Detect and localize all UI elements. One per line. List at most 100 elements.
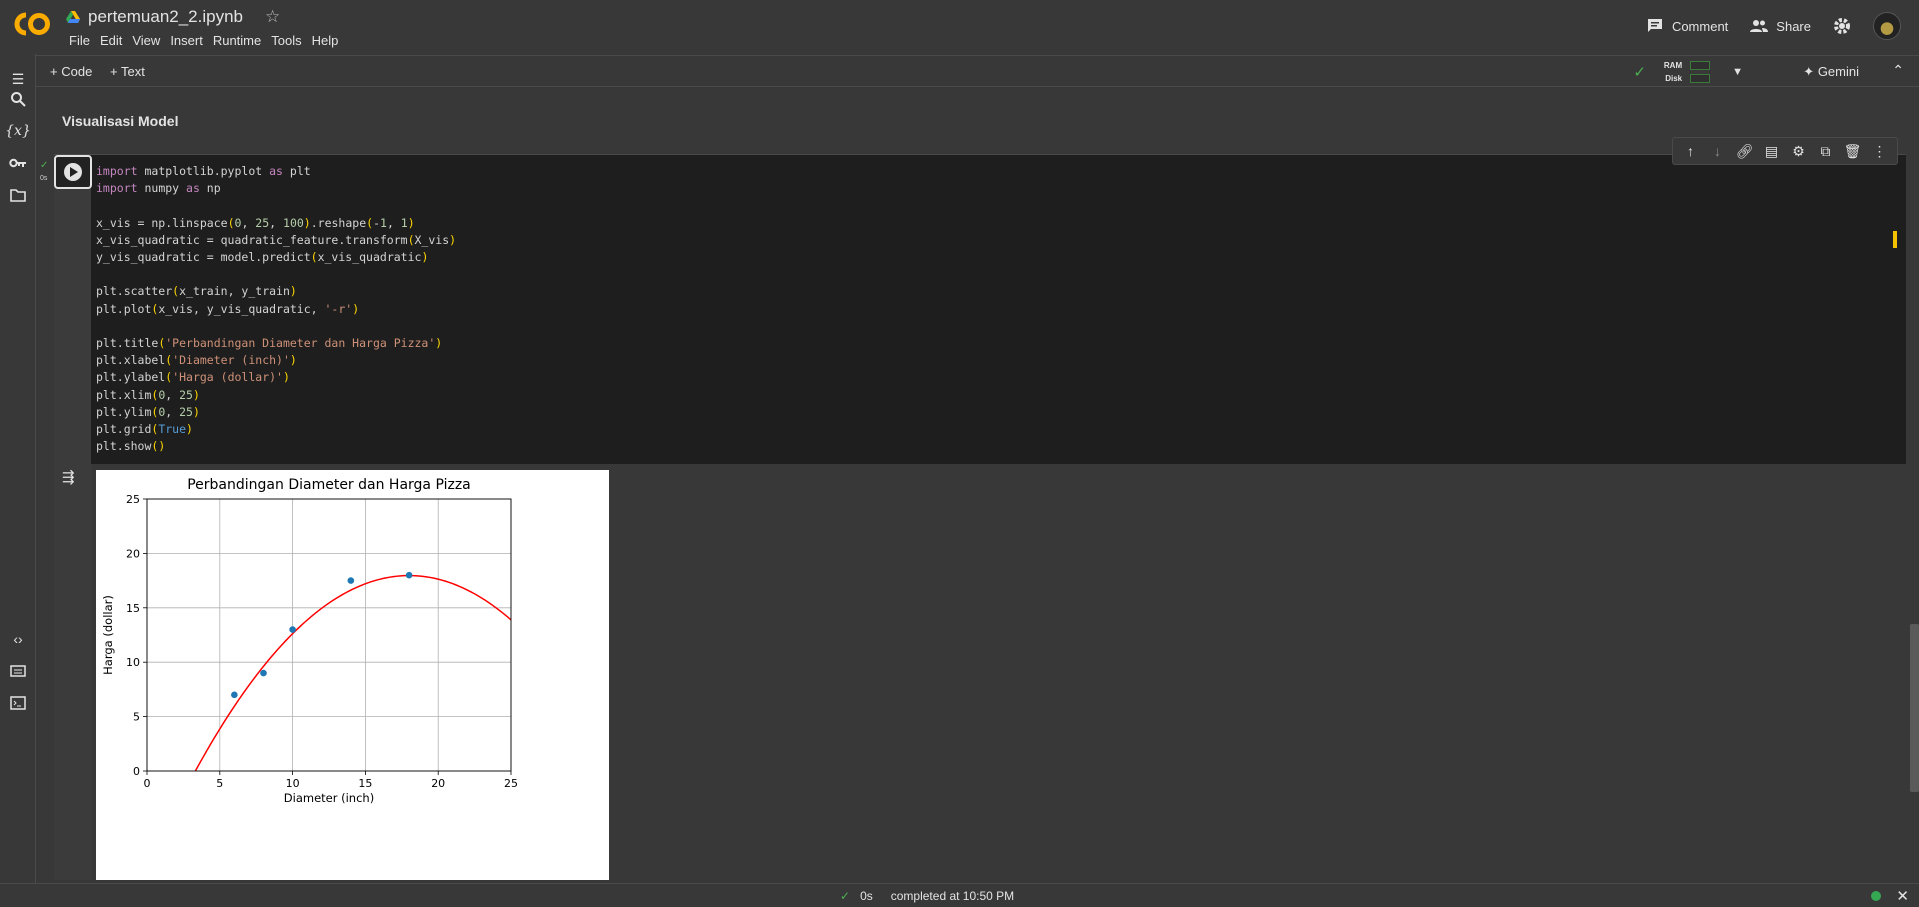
mirror-cell-icon[interactable]: ⧉ xyxy=(1820,142,1831,159)
comment-button[interactable]: Comment xyxy=(1646,17,1728,35)
execution-success-icon: ✓ xyxy=(40,160,49,171)
share-label: Share xyxy=(1776,18,1811,34)
y-tick-label: 20 xyxy=(126,547,140,560)
resource-bars xyxy=(1690,61,1711,83)
colab-logo[interactable] xyxy=(12,10,52,38)
header-actions: Comment Share xyxy=(1646,12,1901,40)
move-up-icon[interactable]: ↑ xyxy=(1687,143,1694,159)
resources-indicator[interactable]: ✓ RAM Disk ▼ xyxy=(1633,59,1743,85)
y-axis-label: Harga (dollar) xyxy=(101,595,115,675)
share-button[interactable]: Share xyxy=(1750,17,1811,35)
code-line: plt.plot(x_vis, y_vis_quadratic, '-r') xyxy=(96,301,360,316)
code-line xyxy=(96,318,456,335)
vertical-scrollbar[interactable] xyxy=(1910,624,1919,792)
disk-bar xyxy=(1690,74,1711,83)
run-cell-button[interactable] xyxy=(54,155,92,189)
move-down-icon[interactable]: ↓ xyxy=(1714,143,1721,159)
code-line: plt.ylim(0, 25) xyxy=(96,404,200,419)
code-line xyxy=(96,197,456,214)
cell-gutter xyxy=(54,155,91,465)
gear-icon[interactable] xyxy=(1833,17,1851,35)
menu-bar: File Edit View Insert Runtime Tools Help xyxy=(64,33,343,48)
execution-status[interactable]: ✓ 0s completed at 10:50 PM xyxy=(840,889,1014,903)
x-tick-label: 10 xyxy=(286,777,300,790)
title-row: pertemuan2_2.ipynb ☆ xyxy=(66,6,280,28)
y-tick-label: 15 xyxy=(126,602,140,615)
x-tick-label: 15 xyxy=(358,777,372,790)
scatter-point xyxy=(289,626,296,633)
code-line xyxy=(96,266,456,283)
regression-curve xyxy=(194,574,511,771)
menu-file[interactable]: File xyxy=(69,33,90,48)
scatter-point xyxy=(260,669,267,677)
code-line: plt.xlabel('Diameter (inch)') xyxy=(96,353,297,368)
comment-cell-icon[interactable]: ▤ xyxy=(1764,142,1779,159)
drive-icon xyxy=(66,10,80,23)
left-rail: ☰ {x} ‹› xyxy=(0,54,36,883)
delete-icon[interactable]: 🗑︎ xyxy=(1843,142,1862,159)
notebook-title[interactable]: pertemuan2_2.ipynb xyxy=(88,7,244,26)
variables-icon[interactable]: {x} xyxy=(5,123,31,139)
command-palette-icon[interactable] xyxy=(7,660,29,682)
connected-check-icon: ✓ xyxy=(1633,64,1646,81)
code-snippets-icon[interactable]: ‹› xyxy=(13,631,23,647)
table-of-contents-icon[interactable]: ☰ xyxy=(11,70,25,87)
gemini-button[interactable]: ✦ Gemini xyxy=(1803,64,1859,79)
menu-help[interactable]: Help xyxy=(311,33,339,48)
add-code-button[interactable]: + Code xyxy=(50,64,93,79)
x-axis-label: Diameter (inch) xyxy=(284,791,374,805)
status-duration: 0s xyxy=(860,889,873,903)
notebook-toolbar: + Code + Text ✓ RAM Disk ▼ ✦ Gemini ⌃ xyxy=(36,55,1919,87)
menu-tools[interactable]: Tools xyxy=(271,33,302,48)
chevron-down-icon[interactable]: ▼ xyxy=(1732,66,1743,78)
search-icon[interactable] xyxy=(7,88,29,110)
y-tick-label: 0 xyxy=(133,765,140,778)
chart-svg: 0 5 10 15 20 25 0 5 10 15 20 25 Perbandingan Diamete… xyxy=(101,477,518,805)
folder-icon[interactable] xyxy=(7,184,29,206)
status-check-icon: ✓ xyxy=(840,889,851,903)
code-line: y_vis_quadratic = model.predict(x_vis_qu… xyxy=(96,250,429,265)
execution-time: 0s xyxy=(40,175,48,182)
warning-marker xyxy=(1893,231,1897,248)
scatter-point xyxy=(347,577,355,584)
gemini-label: Gemini xyxy=(1817,64,1859,79)
code-line: plt.ylabel('Harga (dollar)') xyxy=(96,370,290,385)
more-options-icon[interactable]: ⋮ xyxy=(1872,142,1887,159)
cell-settings-icon[interactable]: ⚙︎ xyxy=(1792,142,1805,159)
menu-view[interactable]: View xyxy=(132,33,161,48)
output-actions-icon[interactable]: ⇶ xyxy=(62,469,75,486)
play-icon xyxy=(64,163,82,181)
scatter-point xyxy=(405,571,413,579)
key-icon[interactable] xyxy=(7,152,29,174)
section-heading: Visualisasi Model xyxy=(62,113,179,129)
terminal-icon[interactable] xyxy=(7,692,29,714)
code-line: plt.title('Perbandingan Diameter dan Har… xyxy=(96,336,443,351)
plot-frame xyxy=(146,498,512,772)
x-tick-label: 20 xyxy=(431,777,445,790)
ram-bar xyxy=(1690,61,1711,70)
y-tick-label: 5 xyxy=(133,711,140,724)
chevron-up-icon[interactable]: ⌃ xyxy=(1892,62,1904,78)
link-icon[interactable]: 🔗︎ xyxy=(1735,142,1754,159)
avatar[interactable] xyxy=(1873,12,1901,40)
x-tick-label: 25 xyxy=(504,777,518,790)
y-tick-label: 10 xyxy=(126,656,140,669)
close-icon[interactable]: ✕ xyxy=(1896,888,1909,905)
disk-label: Disk xyxy=(1665,74,1683,83)
add-text-button[interactable]: + Text xyxy=(110,64,145,79)
app-header: pertemuan2_2.ipynb ☆ File Edit View Inse… xyxy=(0,0,1919,54)
cell-toolbar: ↑ ↓ 🔗︎ ▤ ⚙︎ ⧉ 🗑︎ ⋮ xyxy=(1672,137,1898,165)
code-cell[interactable] xyxy=(54,154,1906,465)
code-editor[interactable]: import matplotlib.pyplot as plt import nu… xyxy=(96,163,456,455)
menu-edit[interactable]: Edit xyxy=(99,33,123,48)
code-line: plt.scatter(x_train, y_train) xyxy=(96,284,297,299)
star-icon[interactable]: ☆ xyxy=(265,7,281,26)
x-tick-label: 0 xyxy=(144,777,151,790)
output-gutter xyxy=(54,464,92,880)
status-bar: ✓ 0s completed at 10:50 PM ✕ xyxy=(0,883,1919,907)
comment-icon xyxy=(1647,19,1662,32)
menu-runtime[interactable]: Runtime xyxy=(212,33,262,48)
chart: 0 5 10 15 20 25 0 5 10 15 20 25 Perbandingan Diamete… xyxy=(96,470,609,880)
menu-insert[interactable]: Insert xyxy=(170,33,203,48)
code-line: x_vis_quadratic = quadratic_feature.tran… xyxy=(96,232,457,247)
